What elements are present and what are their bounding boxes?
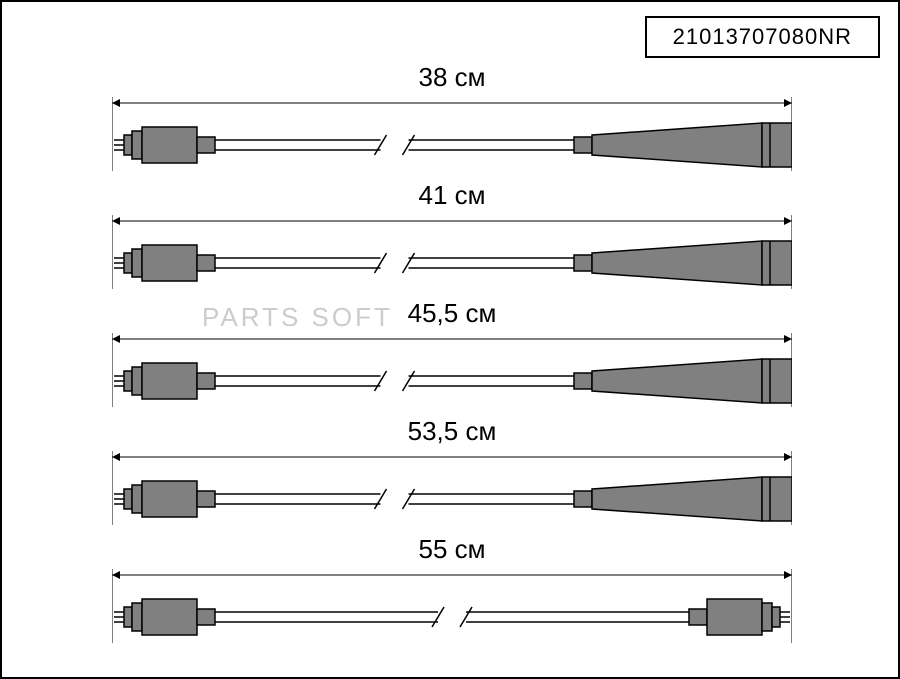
wire	[215, 489, 574, 509]
right-boot-icon	[574, 241, 792, 285]
dimension-label: 38 см	[112, 62, 792, 93]
right-boot-icon	[574, 359, 792, 403]
cable-row: 41 см	[112, 180, 792, 313]
right-boot-icon	[574, 477, 792, 521]
wire	[215, 607, 689, 627]
cable-row: 53,5 см	[112, 416, 792, 549]
right-boot-icon	[574, 123, 792, 167]
wire	[215, 253, 574, 273]
left-plug-icon	[114, 599, 215, 635]
wire	[215, 135, 574, 155]
left-plug-icon	[114, 245, 215, 281]
left-plug-icon	[114, 363, 215, 399]
dimension-label: 55 см	[112, 534, 792, 565]
left-plug-icon	[114, 127, 215, 163]
dimension-label: 41 см	[112, 180, 792, 211]
cable-row: 55 см	[112, 534, 792, 667]
cable-drawing	[112, 567, 792, 667]
cable-row: 45,5 см	[112, 298, 792, 431]
part-number-text: 21013707080NR	[673, 24, 852, 49]
wire	[215, 371, 574, 391]
part-number-box: 21013707080NR	[645, 16, 880, 58]
left-plug-icon	[114, 481, 215, 517]
right-plug-icon	[689, 599, 790, 635]
dimension-label: 45,5 см	[112, 298, 792, 329]
dimension-line	[112, 569, 792, 643]
dimension-label: 53,5 см	[112, 416, 792, 447]
diagram-frame: 21013707080NR PARTS SOFT 38 см	[0, 0, 900, 679]
cable-row: 38 см	[112, 62, 792, 195]
